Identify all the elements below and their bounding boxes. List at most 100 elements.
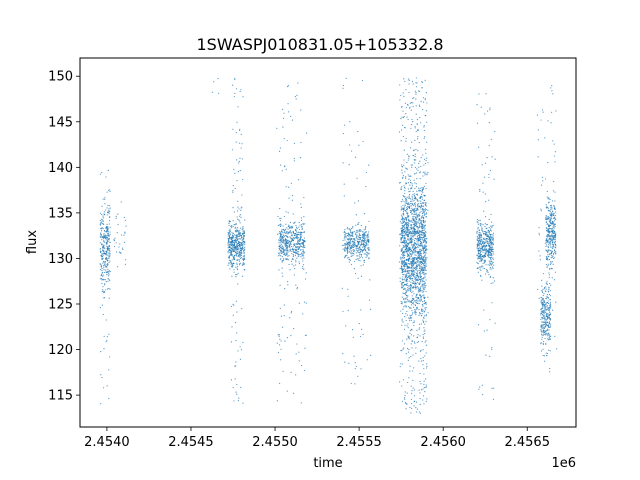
data-point	[415, 86, 418, 88]
chart-title: 1SWASPJ010831.05+105332.8	[196, 35, 443, 54]
data-point	[400, 118, 402, 120]
data-point	[302, 248, 304, 251]
data-point	[349, 121, 351, 123]
data-point	[408, 260, 410, 262]
data-point	[541, 301, 543, 303]
data-point	[352, 246, 354, 248]
data-point	[482, 251, 484, 253]
data-point	[279, 246, 281, 248]
data-point	[478, 231, 480, 233]
data-point	[358, 243, 360, 245]
data-point	[541, 297, 543, 299]
data-point	[349, 259, 351, 261]
data-point	[399, 221, 401, 223]
data-point	[547, 231, 550, 233]
data-point	[404, 239, 407, 241]
data-point	[404, 292, 406, 295]
data-point	[490, 213, 492, 216]
data-point	[103, 335, 105, 337]
data-point	[549, 317, 551, 320]
data-point	[235, 241, 237, 243]
data-point	[400, 230, 403, 233]
data-point	[552, 238, 554, 240]
data-point	[417, 281, 419, 283]
data-point	[412, 235, 414, 238]
data-point	[234, 240, 237, 242]
data-point	[242, 246, 244, 248]
data-point	[545, 221, 548, 223]
data-point	[490, 241, 493, 244]
data-point	[416, 297, 418, 299]
data-point	[407, 225, 409, 227]
data-point	[549, 350, 551, 352]
data-point	[360, 328, 363, 330]
data-point	[230, 247, 233, 249]
data-point	[233, 247, 236, 249]
data-point	[284, 254, 287, 257]
data-point	[476, 261, 478, 263]
data-point	[347, 232, 350, 234]
data-point	[410, 237, 413, 239]
data-point	[406, 338, 408, 340]
data-point	[488, 250, 490, 253]
data-point	[106, 207, 108, 209]
data-point	[409, 277, 411, 279]
data-point	[548, 333, 550, 335]
data-point	[412, 248, 415, 250]
data-point	[108, 270, 110, 272]
data-point	[477, 222, 479, 224]
data-point	[234, 239, 236, 241]
data-point	[405, 319, 407, 322]
data-point	[403, 218, 405, 220]
data-point	[361, 243, 363, 245]
data-point	[538, 297, 540, 299]
data-point	[423, 294, 425, 296]
data-point	[404, 298, 406, 300]
data-point	[425, 384, 427, 386]
data-point	[410, 258, 413, 260]
data-point	[546, 216, 548, 218]
data-point	[108, 262, 110, 264]
data-point	[548, 259, 551, 261]
data-point	[488, 122, 490, 124]
data-point	[285, 211, 287, 213]
data-point	[542, 303, 544, 305]
data-point	[402, 213, 404, 215]
data-point	[425, 252, 427, 254]
data-point	[413, 273, 415, 275]
data-point	[293, 222, 295, 225]
data-point	[418, 328, 420, 330]
data-point	[229, 246, 231, 248]
data-point	[408, 254, 410, 256]
data-point	[546, 280, 548, 282]
data-point	[476, 220, 478, 223]
data-point	[303, 301, 306, 303]
data-point	[284, 239, 286, 241]
data-point	[414, 284, 416, 286]
data-point	[543, 326, 545, 328]
data-point	[368, 252, 370, 254]
data-point	[288, 186, 290, 188]
data-point	[408, 83, 410, 85]
data-point	[109, 226, 111, 228]
data-point	[101, 253, 103, 255]
data-point	[343, 244, 345, 246]
data-point	[109, 207, 111, 209]
data-point	[408, 155, 410, 157]
data-point	[422, 277, 425, 279]
data-point	[412, 272, 414, 274]
data-point	[477, 250, 480, 252]
data-point	[540, 343, 542, 345]
data-point	[404, 201, 406, 203]
data-point	[409, 330, 412, 332]
data-point	[366, 238, 368, 240]
data-point	[240, 241, 242, 244]
data-point	[109, 279, 111, 282]
data-point	[296, 243, 298, 245]
data-point	[419, 300, 421, 302]
data-point	[300, 253, 302, 255]
data-point	[492, 282, 494, 284]
data-point	[279, 246, 282, 248]
data-point	[476, 122, 479, 124]
data-point	[421, 265, 423, 268]
